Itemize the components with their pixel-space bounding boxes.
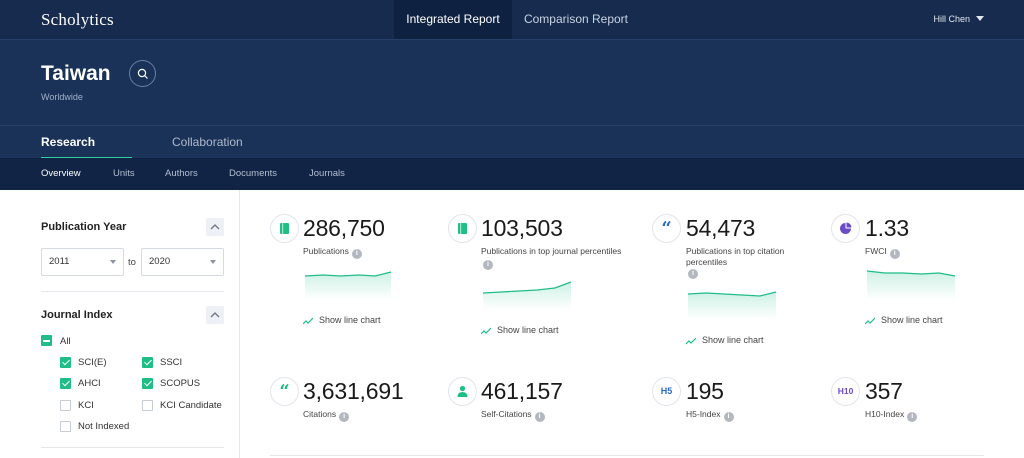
book-icon [448, 214, 477, 243]
checkbox-all-label: All [60, 336, 71, 347]
checkbox-scopus[interactable] [142, 378, 153, 389]
divider [270, 455, 984, 456]
user-name: Hill Chen [933, 14, 970, 24]
divider [41, 447, 224, 448]
subnav-documents[interactable]: Documents [229, 168, 278, 179]
main-tabs: Research Output Collaboration [0, 125, 1024, 182]
checkbox-ssci-label: SSCI [160, 357, 183, 368]
chevron-up-icon [210, 312, 220, 318]
checkbox-kci-candidate-label: KCI Candidate [160, 400, 222, 411]
topnav-comparison-report[interactable]: Comparison Report [523, 12, 629, 26]
page-subtitle: Worldwide [41, 92, 83, 102]
person-icon [448, 377, 477, 406]
subnav-units[interactable]: Units [113, 168, 135, 179]
checkbox-scie[interactable] [60, 357, 71, 368]
fwci-sparkline [866, 270, 956, 300]
subnav-overview[interactable]: Overview [41, 168, 81, 179]
top-bar: Scholytics Integrated Report Comparison … [0, 0, 1024, 39]
info-icon[interactable]: i [351, 249, 362, 259]
checkbox-scopus-label: SCOPUS [160, 378, 201, 389]
top-citation-label: Publications in top citation percentiles [686, 246, 785, 267]
info-icon[interactable]: i [907, 412, 918, 422]
top-journal-label: Publications in top journal percentiles [481, 246, 622, 256]
fwci-value: 1.33 [865, 215, 909, 241]
publication-year-title: Publication Year [41, 221, 127, 233]
filter-panel [0, 190, 240, 458]
checkbox-kci-label: KCI [78, 400, 94, 411]
publications-label: Publications i [303, 246, 362, 259]
h5-icon: H5 [652, 377, 681, 406]
chevron-up-icon [210, 224, 220, 230]
trend-icon [480, 327, 492, 335]
trend-icon [864, 317, 876, 325]
show-line-chart-link[interactable]: Show line chart [685, 335, 764, 345]
info-icon[interactable]: i [688, 269, 698, 279]
top-citation-value: 54,473 [686, 215, 756, 241]
info-icon[interactable]: i [534, 412, 545, 422]
subnav-authors[interactable]: Authors [165, 168, 198, 179]
checkbox-ahci-label: AHCI [78, 378, 101, 389]
h5-value: 195 [686, 378, 724, 404]
top-journal-sparkline [482, 281, 572, 310]
page-title: Taiwan [41, 62, 111, 85]
info-icon[interactable]: i [483, 260, 493, 270]
h10-icon: H10 [831, 377, 860, 406]
info-icon[interactable]: i [723, 412, 734, 422]
divider [41, 291, 224, 292]
tab-collaboration[interactable]: Collaboration [172, 135, 243, 149]
checkbox-kci-candidate[interactable] [142, 400, 153, 411]
citations-label: Citations i [303, 409, 350, 422]
show-line-chart-link[interactable]: Show line chart [302, 315, 381, 325]
show-line-chart-link[interactable]: Show line chart [480, 325, 559, 335]
info-icon[interactable]: i [889, 249, 900, 259]
pie-icon [831, 214, 860, 243]
app-logo[interactable]: Scholytics [41, 10, 114, 29]
search-button[interactable] [129, 60, 156, 87]
collapse-journal-index-button[interactable] [206, 306, 224, 324]
citations-value: 3,631,691 [303, 378, 404, 404]
topnav-integrated-report[interactable]: Integrated Report [394, 0, 512, 39]
user-menu[interactable]: Hill Chen [933, 0, 984, 39]
checkbox-ahci[interactable] [60, 378, 71, 389]
h5-label: H5-Index i [686, 409, 734, 422]
info-icon[interactable]: i [339, 412, 350, 422]
show-line-chart-link[interactable]: Show line chart [864, 315, 943, 325]
year-to-select[interactable]: 2020 [141, 248, 224, 276]
search-icon [137, 68, 148, 79]
tab-research-output[interactable]: Research Output [41, 126, 132, 182]
checkbox-all[interactable] [41, 335, 52, 346]
year-to-value: 2020 [149, 256, 171, 267]
h10-value: 357 [865, 378, 903, 404]
chevron-down-icon [976, 16, 984, 21]
checkbox-not-indexed-label: Not Indexed [78, 421, 130, 432]
publications-sparkline [304, 271, 392, 300]
year-from-value: 2011 [49, 256, 70, 267]
subnav-journals[interactable]: Journals [309, 168, 345, 179]
collapse-publication-year-button[interactable] [206, 218, 224, 236]
checkbox-scie-label: SCI(E) [78, 357, 107, 368]
self-citations-label: Self-Citations i [481, 409, 545, 422]
checkbox-kci[interactable] [60, 400, 71, 411]
page-header: Taiwan Worldwide [0, 39, 1024, 125]
year-range-to-label: to [128, 257, 136, 268]
quote-icon: “ [652, 214, 681, 243]
trend-icon [685, 337, 697, 345]
trend-icon [302, 317, 314, 325]
book-icon [270, 214, 299, 243]
quote-icon: “ [270, 377, 299, 406]
h10-label: H10-Index i [865, 409, 918, 422]
publications-value: 286,750 [303, 215, 385, 241]
checkbox-not-indexed[interactable] [60, 421, 71, 432]
top-citation-sparkline [687, 291, 777, 320]
self-citations-value: 461,157 [481, 378, 563, 404]
caret-down-icon [110, 260, 116, 264]
checkbox-ssci[interactable] [142, 357, 153, 368]
year-from-select[interactable]: 2011 [41, 248, 124, 276]
caret-down-icon [210, 260, 216, 264]
sub-navigation: Overview Units Authors Documents Journal… [0, 158, 1024, 190]
fwci-label: FWCI i [865, 246, 900, 259]
journal-index-title: Journal Index [41, 309, 113, 321]
top-journal-value: 103,503 [481, 215, 563, 241]
